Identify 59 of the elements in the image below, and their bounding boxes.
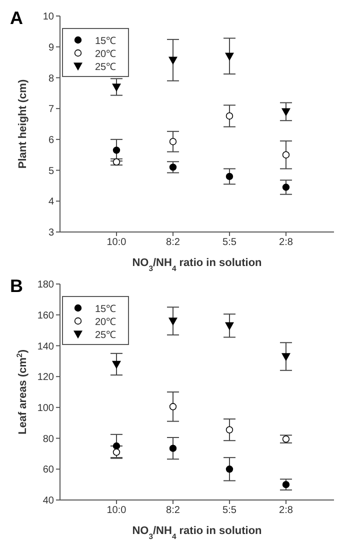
y-tick-label: 120 [37,372,54,384]
x-axis-title: NO$_{3}$/NH$_{4}$ ratio in solution [132,257,262,272]
y-tick-label: 5 [48,166,54,177]
point [112,158,120,166]
point [169,164,177,171]
y-tick-label: 9 [48,42,54,54]
point [226,112,234,120]
y-tick-label: 4 [48,196,54,208]
point [226,172,234,180]
x-tick-label: 2:8 [279,505,294,516]
legend-label: 20℃ [95,316,116,328]
x-tick-label: 5:5 [222,237,237,248]
point [225,52,234,60]
x-tick-label: 2:8 [279,237,294,248]
y-tick-label: 180 [37,280,54,291]
point [112,360,121,368]
y-tick-label: 100 [37,402,54,414]
point [112,146,120,154]
y-tick-label: 10 [42,12,54,23]
legend-label: 25℃ [95,60,116,72]
point [226,426,234,434]
point [112,448,120,456]
point [169,138,177,146]
point [282,151,290,158]
legend-label: 25℃ [95,328,116,340]
x-tick-label: 8:2 [166,237,180,248]
y-tick-label: 140 [37,341,54,352]
point [226,466,234,473]
x-tick-label: 5:5 [222,505,237,516]
y-tick-label: 40 [42,496,54,507]
chart-title: B [10,276,23,297]
point [168,56,178,64]
legend-label: 15℃ [95,302,116,314]
x-tick-label: 10:0 [106,237,127,248]
y-tick-label: 7 [48,104,54,116]
point [169,403,177,410]
legend-label: 15℃ [95,34,116,46]
x-tick-label: 10:0 [106,505,127,516]
legend-label: 20℃ [95,48,116,60]
point [169,444,177,452]
y-tick-label: 160 [37,310,54,322]
x-tick-label: 8:2 [166,505,180,516]
y-tick-label: 8 [48,73,54,84]
y-tick-label: 3 [48,228,54,239]
point [282,108,290,116]
point [112,84,121,92]
point [282,435,290,443]
chart-title: A [10,8,23,29]
point [282,184,290,191]
y-tick-label: 60 [42,464,54,476]
y-tick-label: 80 [42,434,54,445]
x-axis-title: NO$_{3}$/NH$_{4}$ ratio in solution [132,525,262,540]
point [168,318,178,326]
y-axis-title: Plant height (cm) [17,79,29,169]
y-tick-label: 6 [48,134,54,146]
point [112,442,120,450]
point [282,353,290,361]
point [282,480,290,488]
point [225,322,234,330]
